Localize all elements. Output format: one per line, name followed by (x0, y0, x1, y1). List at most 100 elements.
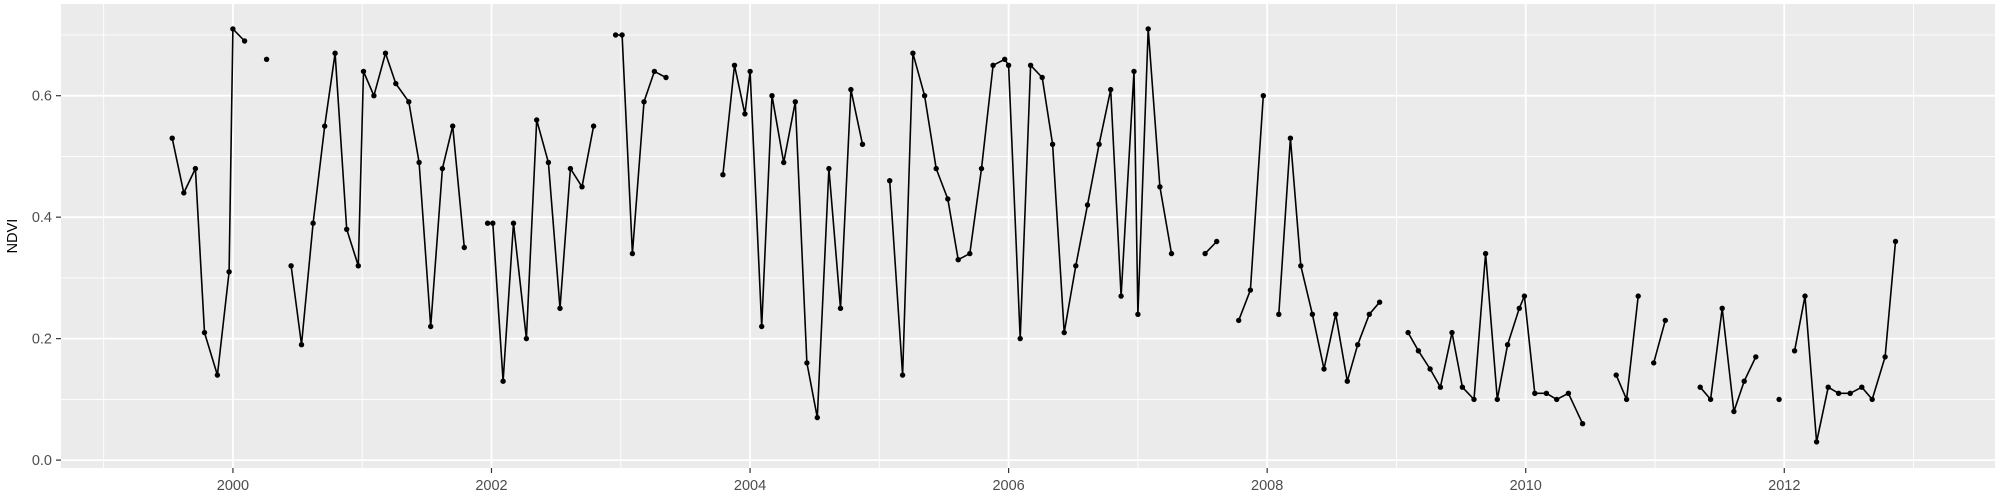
data-point (450, 123, 456, 129)
data-point (1613, 372, 1619, 378)
data-point (1635, 293, 1641, 299)
data-point (1882, 354, 1888, 360)
data-point (393, 80, 399, 87)
data-point (1813, 439, 1820, 445)
data-point (534, 117, 540, 123)
data-point (804, 360, 810, 366)
data-point (859, 141, 866, 147)
data-point (1825, 384, 1831, 390)
data-point (1131, 68, 1137, 75)
data-point (612, 32, 619, 38)
data-point (1415, 348, 1422, 354)
x-axis-tick-label: 2012 (1768, 478, 1800, 494)
data-point (288, 263, 294, 269)
data-point (1753, 354, 1759, 360)
data-point (298, 342, 305, 348)
major-gridlines (61, 4, 1995, 468)
y-axis-title: NDVI (5, 219, 21, 254)
data-point (1707, 396, 1714, 403)
panel-background (61, 4, 1995, 468)
data-point (1847, 390, 1853, 396)
x-axis-tick-label: 2006 (992, 478, 1024, 494)
data-point (945, 196, 951, 202)
series-line-segment (1204, 240, 1218, 255)
data-point (1516, 305, 1523, 311)
data-point (181, 190, 187, 196)
data-point (990, 62, 996, 68)
data-point (1521, 293, 1528, 299)
data-point (1157, 184, 1163, 190)
data-point (590, 123, 597, 129)
data-point (759, 323, 765, 330)
data-point (747, 68, 753, 75)
data-point (523, 335, 530, 342)
data-point (1321, 366, 1327, 372)
data-point (641, 99, 647, 105)
minor-gridlines (61, 4, 1995, 468)
data-point (201, 329, 208, 336)
data-point (1565, 390, 1572, 396)
data-point (484, 220, 491, 226)
plot-panel (61, 4, 1995, 468)
data-point (1202, 250, 1208, 257)
data-point (1376, 299, 1383, 305)
data-point (1776, 396, 1782, 403)
data-point (557, 305, 563, 311)
x-axis-tick-label: 2000 (217, 478, 249, 494)
series-line-segment (171, 28, 246, 376)
data-point (1309, 311, 1316, 317)
data-point (1697, 384, 1703, 390)
data-point (899, 372, 906, 378)
data-point (792, 99, 798, 105)
series-line-segment (1278, 137, 1381, 382)
data-point (848, 86, 854, 93)
data-point (1002, 56, 1008, 62)
data-point (663, 74, 669, 81)
data-point (1027, 62, 1034, 68)
data-point (887, 178, 893, 184)
data-point (382, 50, 389, 56)
data-point (967, 250, 973, 257)
data-point (1260, 93, 1267, 99)
data-point (1741, 378, 1747, 384)
data-point (1504, 342, 1511, 348)
data-point (1061, 329, 1067, 336)
data-point (1449, 329, 1455, 336)
data-point (1543, 390, 1550, 396)
data-point (1859, 384, 1865, 390)
data-point (1892, 238, 1899, 245)
data-point (406, 99, 412, 105)
data-point (1532, 390, 1538, 396)
data-point (1651, 360, 1657, 366)
data-point (344, 226, 350, 232)
y-axis-tick-label: 0.6 (32, 89, 52, 105)
data-point (1073, 263, 1079, 269)
data-point (651, 68, 658, 75)
data-point (629, 250, 636, 257)
data-point (1276, 311, 1282, 317)
data-point (461, 244, 467, 251)
axis-labels: 2000 2002 2004 2006 2008 2010 2012 0.0 0.2 0.4 0.6 (32, 89, 1801, 494)
data-point (360, 68, 367, 75)
data-point (781, 159, 787, 166)
data-point (322, 123, 328, 129)
data-point (1471, 396, 1477, 403)
data-point (428, 323, 434, 330)
data-point (1731, 408, 1737, 415)
data-point (545, 159, 552, 166)
data-point (230, 26, 236, 32)
x-axis-tick-label: 2008 (1251, 478, 1283, 494)
data-point (1427, 366, 1433, 372)
axis-ticks (56, 95, 1785, 473)
data-point (1168, 250, 1175, 257)
data-point (837, 305, 844, 311)
x-axis-tick-label: 2004 (734, 478, 766, 494)
data-point (1145, 26, 1151, 32)
data-point (1344, 378, 1351, 384)
data-point (332, 50, 338, 56)
y-axis-tick-label: 0.0 (32, 453, 52, 469)
data-point (439, 165, 446, 172)
data-point (1835, 390, 1842, 396)
